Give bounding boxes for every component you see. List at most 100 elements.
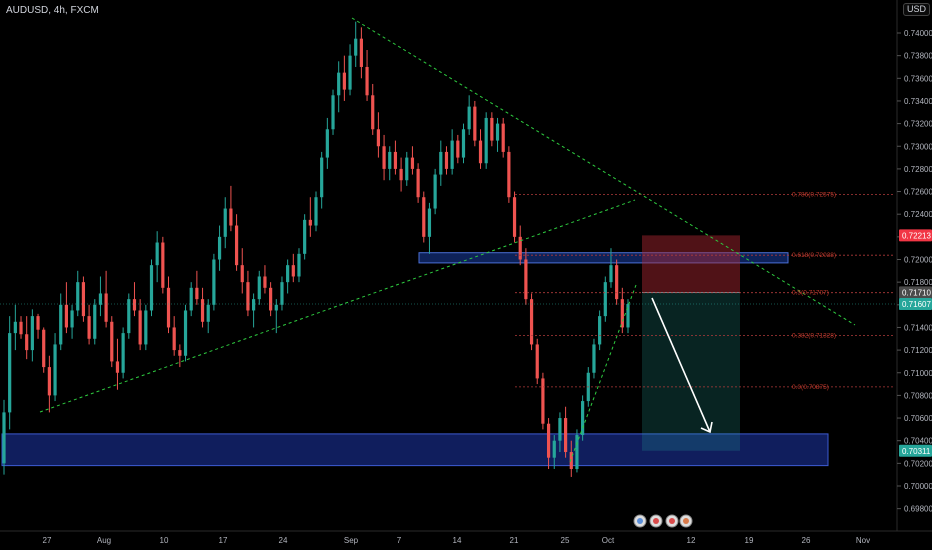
candle-body [280,282,284,305]
candle-body [337,72,341,96]
candle-body [501,123,505,152]
candle-body [365,66,369,96]
candle-body [422,197,426,237]
candle-body [93,304,97,339]
price-tag: 0.71710 [899,286,932,299]
x-tick-label: 10 [160,536,169,545]
price-tag-label: 0.71710 [902,288,931,297]
price-axis[interactable]: 0.74000 0.73800 0.73600 0.73400 0.73200 0.730… [897,29,932,514]
y-tick-label: 0.73200 [904,120,932,129]
candle-body [581,401,585,436]
candle-body [252,299,256,311]
y-tick-label: 0.72800 [904,165,932,174]
candle-body [433,174,437,209]
candle-body [410,157,415,169]
candle-body [263,276,267,288]
fib-level-label: 0.0(0.70875) [792,384,829,391]
candle-body [138,310,142,345]
candle-body [490,117,494,141]
candle-body [558,418,562,441]
candle-body [325,129,329,158]
event-flag-dot [653,518,659,524]
candle-body [461,129,466,158]
currency-label: USD [907,4,927,14]
x-tick-label: Nov [856,536,870,545]
candle-body [569,452,573,470]
candles [2,21,630,477]
candle-body [427,208,432,237]
fib-level-label: 0.618(0.72038) [792,252,836,259]
price-tag: 0.70311 [899,444,932,457]
fib-level-label: 0.382(0.71328) [792,333,836,340]
candle-body [98,293,103,305]
time-axis[interactable]: 27 Aug 10 17 24 Sep 7 14 21 25 Oct 12 19 26 Nov [43,536,871,545]
candle-body [13,321,17,334]
y-tick-label: 0.70200 [904,459,932,468]
candle-body [359,38,363,67]
candle-body [564,418,568,453]
candle-body [405,157,409,181]
candle-body [382,146,386,169]
candle-body [53,344,57,396]
price-tag: 0.71607 [899,298,932,311]
candle-body [104,293,108,322]
candle-body [8,333,12,413]
candle-body [149,265,154,311]
symbol-title: AUDUSD, 4h, FXCM [6,5,99,16]
candle-body [144,310,148,345]
candle-body [320,157,324,198]
y-tick-label: 0.72400 [904,210,932,219]
price-tag-label: 0.70311 [902,447,931,456]
x-tick-label: 7 [397,536,402,545]
candle-body [189,287,193,311]
x-tick-label: Oct [602,536,615,545]
recovery-trendline [569,284,637,463]
candle-body [546,423,551,458]
y-tick-label: 0.73400 [904,97,932,106]
candle-body [444,151,449,169]
candle-body [42,329,46,368]
currency-badge[interactable]: USD [903,3,931,16]
x-tick-label: 14 [453,536,462,545]
candle-body [70,310,74,328]
candle-body [314,197,318,226]
candle-body [598,316,602,345]
y-tick-label: 0.71800 [904,278,932,287]
event-flag-dot [683,518,689,524]
y-tick-label: 0.71200 [904,346,932,355]
candle-body [371,95,375,130]
candle-body [115,361,120,373]
candle-body [166,287,171,328]
candle-body [609,265,613,283]
candle-body [59,304,63,345]
candle-body [484,117,488,164]
candle-body [47,367,51,396]
candle-body [518,236,522,260]
candle-body [535,344,539,379]
x-tick-label: 24 [279,536,288,545]
candle-body [223,208,227,237]
candle-body [257,276,261,300]
candle-body [195,287,199,300]
x-tick-label: 12 [687,536,696,545]
y-tick-label: 0.70800 [904,391,932,400]
candle-body [81,282,86,317]
candle-body [376,129,380,147]
candle-body [450,140,454,169]
y-tick-label: 0.72600 [904,188,932,197]
candle-body [30,316,34,351]
x-tick-label: Sep [344,536,359,545]
y-tick-label: 0.73800 [904,52,932,61]
x-tick-label: Aug [97,536,111,545]
y-tick-label: 0.74000 [904,29,932,38]
y-tick-label: 0.69800 [904,505,932,514]
candle-body [456,140,460,158]
price-tag-label: 0.71607 [902,300,931,309]
candle-body [132,299,137,311]
x-tick-label: 19 [745,536,754,545]
candle-body [529,299,534,345]
candle-body [495,123,500,141]
x-tick-label: 25 [561,536,570,545]
